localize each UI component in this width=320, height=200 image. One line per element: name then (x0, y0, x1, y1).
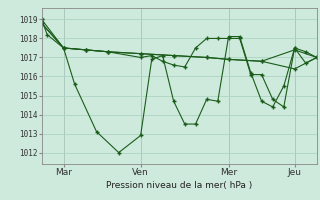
X-axis label: Pression niveau de la mer( hPa ): Pression niveau de la mer( hPa ) (106, 181, 252, 190)
